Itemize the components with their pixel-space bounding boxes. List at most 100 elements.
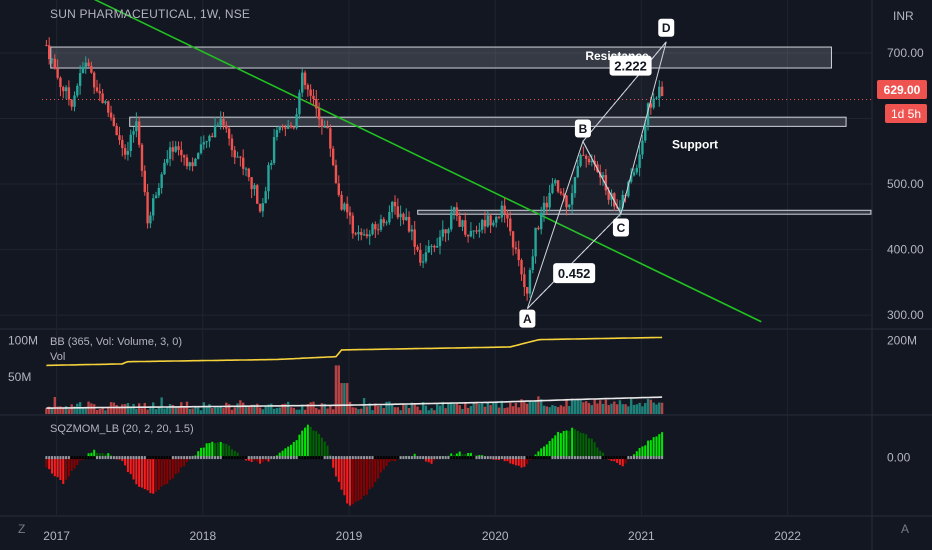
volume-bar xyxy=(601,403,605,414)
candle-up xyxy=(135,121,138,132)
squeeze-dot xyxy=(517,456,520,460)
momentum-bar xyxy=(205,443,208,458)
symbol-title[interactable]: SUN PHARMACEUTICAL, 1W, NSE xyxy=(50,7,251,21)
volume-bar xyxy=(306,404,310,414)
squeeze-dot xyxy=(250,456,253,460)
momentum-bar xyxy=(638,447,641,458)
candle-up xyxy=(627,181,630,197)
volume-bar xyxy=(76,403,79,414)
volume-bar xyxy=(129,406,132,414)
candle-up xyxy=(621,194,624,208)
candle-down xyxy=(123,148,127,155)
sqzmom-legend[interactable]: SQZMOM_LB (20, 2, 20, 1.5) xyxy=(50,423,194,435)
volume-bar xyxy=(458,405,461,414)
momentum-bar xyxy=(216,442,219,458)
volume-bar xyxy=(430,408,433,414)
auto-scale-button[interactable]: A xyxy=(901,522,910,536)
volume-bar xyxy=(171,404,175,414)
squeeze-dot xyxy=(81,456,84,460)
candle-up xyxy=(253,185,256,190)
squeeze-dot xyxy=(247,456,250,460)
volume-bar xyxy=(98,409,102,414)
momentum-bar xyxy=(53,457,56,477)
candle-down xyxy=(458,215,461,227)
squeeze-dot xyxy=(450,456,453,460)
momentum-bar xyxy=(323,441,326,458)
squeeze-dot xyxy=(498,456,501,460)
squeeze-dot xyxy=(157,456,160,460)
candlesticks xyxy=(45,37,664,301)
momentum-bar xyxy=(635,451,638,458)
volume-bar xyxy=(267,404,270,414)
squeeze-dot xyxy=(98,456,101,460)
momentum-bar xyxy=(343,457,346,496)
squeeze-dot xyxy=(306,456,309,460)
candle-down xyxy=(292,127,295,129)
volume-bar xyxy=(230,409,234,414)
momentum-bar xyxy=(599,450,602,458)
squeeze-dot xyxy=(565,456,568,460)
candle-up xyxy=(388,212,391,223)
squeeze-dot xyxy=(73,456,76,460)
volume-bar xyxy=(576,398,579,414)
momentum-bar xyxy=(357,457,360,501)
squeeze-dot xyxy=(540,456,543,460)
candle-down xyxy=(419,249,422,263)
squeeze-dot xyxy=(365,456,368,460)
volume-bar xyxy=(157,407,161,414)
vol-legend[interactable]: Vol xyxy=(50,351,66,363)
candle-up xyxy=(478,229,481,232)
candle-up xyxy=(301,72,304,93)
momentum-tick-label: 0.00 xyxy=(887,451,911,465)
squeeze-dot xyxy=(520,456,523,460)
bb-lower-line xyxy=(46,396,663,409)
bb-legend[interactable]: BB (365, Vol: Volume, 3, 0) xyxy=(50,336,183,348)
momentum-bar xyxy=(222,443,225,458)
candle-up xyxy=(590,160,594,163)
candle-up xyxy=(343,203,346,210)
zoom-icon[interactable]: Z xyxy=(18,522,26,536)
resistance-label: Resistance xyxy=(585,49,649,63)
momentum-bar xyxy=(618,457,621,465)
volume-bar xyxy=(579,400,582,414)
volume-bar xyxy=(455,402,459,414)
candle-down xyxy=(396,206,400,218)
candle-up xyxy=(534,227,537,257)
momentum-bar xyxy=(284,448,287,458)
momentum-bar xyxy=(512,457,515,465)
momentum-bar xyxy=(298,434,301,458)
candle-down xyxy=(497,216,501,218)
volume-bar xyxy=(331,409,335,414)
squeeze-dot xyxy=(573,456,576,460)
squeeze-dot xyxy=(278,456,281,460)
volume-bar xyxy=(413,403,416,414)
momentum-bar xyxy=(467,452,470,458)
momentum-bar xyxy=(160,457,163,487)
candle-up xyxy=(399,213,402,218)
squeeze-dot xyxy=(543,456,546,460)
volume-bar xyxy=(590,405,594,414)
momentum-bar xyxy=(365,457,368,495)
price-tick-label: 700.00 xyxy=(887,46,924,60)
volume-bar xyxy=(121,404,124,414)
squeeze-dot xyxy=(340,456,343,460)
squeeze-dot xyxy=(180,456,183,460)
squeeze-dot xyxy=(531,456,534,460)
volume-bar xyxy=(149,407,152,414)
volume-bar xyxy=(222,408,225,414)
volume-bar xyxy=(438,405,442,414)
candle-down xyxy=(250,177,253,190)
squeeze-dot xyxy=(410,456,413,460)
momentum-bar xyxy=(363,457,366,496)
squeeze-dot xyxy=(534,456,537,460)
momentum-bar xyxy=(334,457,337,477)
squeeze-dot xyxy=(593,456,596,460)
volume-bar xyxy=(315,407,318,414)
volume-bar xyxy=(270,403,273,414)
momentum-bar xyxy=(309,426,312,458)
candle-up xyxy=(450,212,453,230)
squeeze-dot xyxy=(326,456,329,460)
candle-down xyxy=(455,207,459,216)
squeeze-dot xyxy=(205,456,208,460)
